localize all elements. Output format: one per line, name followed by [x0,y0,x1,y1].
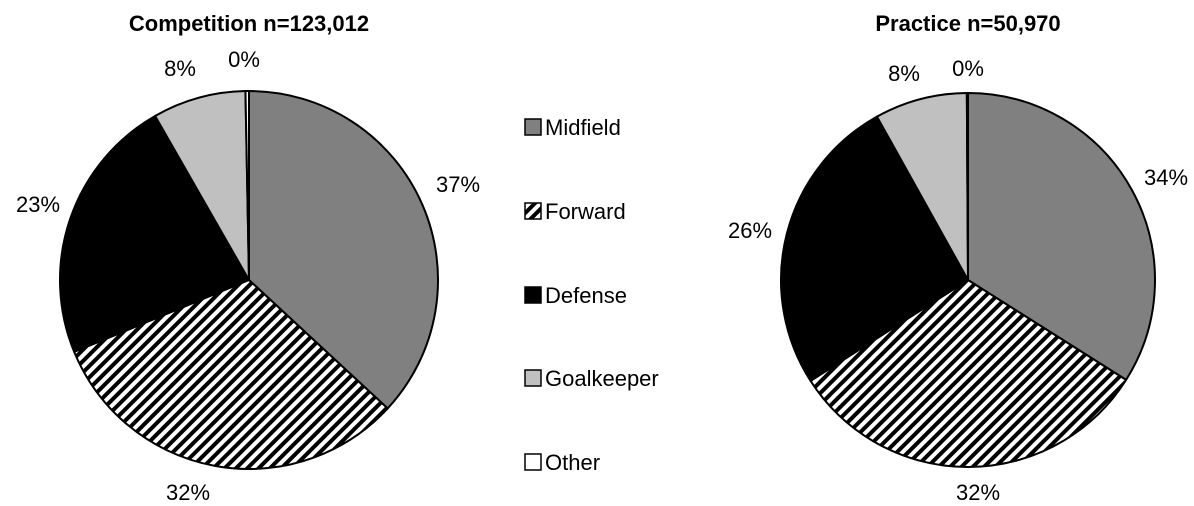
competition-slice-midfield [248,90,439,410]
practice-pie-chart: Practice n=50,970 34% 32% 26% 8% 0% [728,11,1188,505]
competition-label-forward: 32% [166,480,210,505]
practice-label-defense: 26% [728,218,772,243]
legend-item-midfield: Midfield [524,115,621,140]
legend-item-goalkeeper: Goalkeeper [524,366,659,391]
legend-label-other: Other [545,450,600,475]
competition-pie-chart: Competition n=123,012 37% 32% 23% 8% 0% [16,11,480,505]
legend-item-defense: Defense [524,283,627,308]
practice-slice-defense [780,115,969,382]
competition-slice-defense [59,114,250,353]
competition-slice-other [244,89,250,281]
chart-legend: Midfield Forward Defense Goalkeeper Othe… [524,115,659,475]
legend-swatch-midfield [524,118,542,136]
practice-label-forward: 32% [956,480,1000,505]
competition-slice-goalkeeper [154,90,250,281]
legend-swatch-forward [524,202,542,220]
legend-swatch-other [524,453,542,471]
legend-item-other: Other [524,450,600,475]
practice-label-goalkeeper: 8% [888,61,920,86]
legend-label-forward: Forward [545,199,626,224]
competition-label-defense: 23% [16,192,60,217]
competition-label-goalkeeper: 8% [164,56,196,81]
practice-label-other: 0% [952,56,984,81]
competition-slice-forward [73,279,389,470]
practice-slice-other [965,91,969,281]
legend-label-goalkeeper: Goalkeeper [545,366,659,391]
legend-swatch-goalkeeper [524,369,542,387]
competition-label-other: 0% [228,47,260,72]
legend-label-defense: Defense [545,283,627,308]
practice-label-midfield: 34% [1144,165,1188,190]
practice-slice-forward [809,279,1128,468]
competition-label-midfield: 37% [436,172,480,197]
legend-label-midfield: Midfield [545,115,621,140]
competition-chart-title: Competition n=123,012 [129,11,369,36]
practice-chart-title: Practice n=50,970 [875,11,1060,36]
practice-slice-midfield [967,92,1156,381]
legend-swatch-defense [524,286,542,304]
legend-item-forward: Forward [524,199,626,224]
practice-slice-goalkeeper [875,92,969,281]
